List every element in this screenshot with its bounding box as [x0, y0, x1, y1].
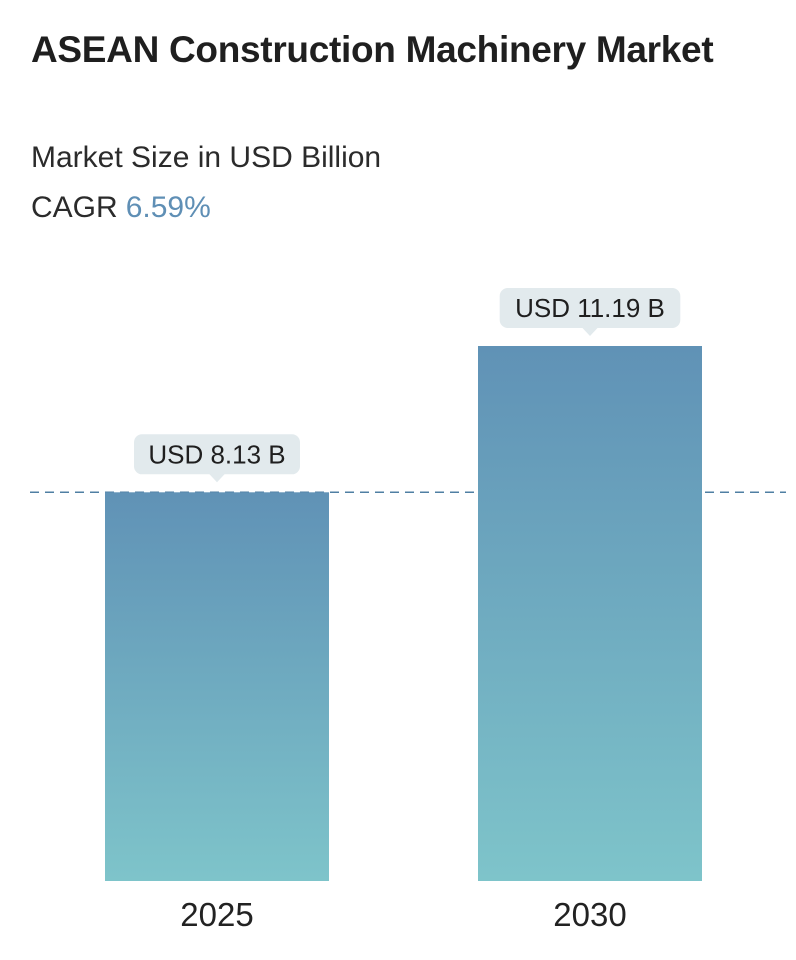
data-label-pointer — [582, 327, 598, 336]
cagr-value: 6.59% — [125, 191, 211, 224]
chart-title: ASEAN Construction Machinery Market — [31, 29, 714, 70]
data-label-box — [499, 288, 681, 328]
chart-subtitle: Market Size in USD Billion — [31, 141, 382, 174]
data-label: USD 11.19 B — [515, 293, 665, 323]
cagr-line: CAGR 6.59% — [31, 188, 211, 228]
bar-2025 — [105, 492, 329, 881]
cagr-label: CAGR — [31, 191, 118, 224]
data-label-box — [134, 434, 300, 475]
data-label-pointer — [209, 473, 225, 483]
data-label: USD 8.13 B — [148, 439, 285, 469]
x-tick-label: 2030 — [553, 896, 626, 933]
bar-2030 — [478, 346, 702, 881]
x-tick-label: 2025 — [180, 896, 253, 933]
